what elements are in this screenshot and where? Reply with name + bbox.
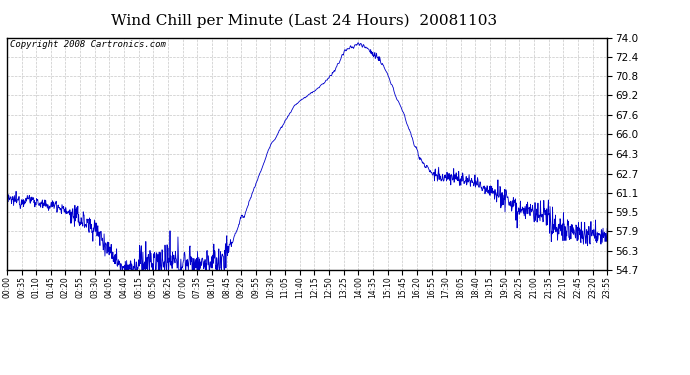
Text: Wind Chill per Minute (Last 24 Hours)  20081103: Wind Chill per Minute (Last 24 Hours) 20… — [110, 13, 497, 27]
Text: Copyright 2008 Cartronics.com: Copyright 2008 Cartronics.com — [10, 40, 166, 49]
